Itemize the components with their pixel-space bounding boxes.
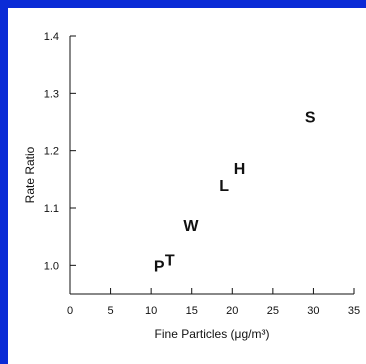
x-tick-label: 35 (348, 305, 360, 317)
y-tick-label: 1.0 (44, 260, 59, 272)
scatter-chart: 0 5 10 15 20 25 30 35 1.0 1.1 1.2 1.3 1.4 P T W LH S Fi… (23, 31, 360, 341)
y-tick-label: 1.2 (44, 146, 59, 158)
data-point-h: H (234, 161, 246, 178)
y-axis-title: Rate Ratio (23, 146, 37, 203)
x-tick-label: 30 (307, 305, 319, 317)
x-tick-label: 20 (226, 305, 238, 317)
x-ticks: 0 5 10 15 20 25 30 35 (67, 288, 360, 317)
y-ticks: 1.0 1.1 1.2 1.3 1.4 (44, 31, 76, 272)
x-tick-label: 5 (108, 305, 114, 317)
axes (69, 36, 354, 295)
x-tick-label: 15 (186, 305, 198, 317)
x-axis-title: Fine Particles (μg/m³) (155, 327, 270, 341)
x-tick-label: 10 (145, 305, 157, 317)
data-points: P T W LH S (154, 109, 316, 275)
y-tick-label: 1.4 (44, 31, 59, 43)
data-point-p: P (154, 258, 165, 275)
data-point-l: L (219, 178, 229, 195)
y-tick-label: 1.1 (44, 203, 59, 215)
y-tick-label: 1.3 (44, 88, 59, 100)
data-point-t: T (165, 253, 175, 270)
x-tick-label: 25 (267, 305, 279, 317)
data-point-w: W (183, 218, 199, 235)
x-tick-label: 0 (67, 305, 73, 317)
data-point-s: S (305, 109, 316, 126)
